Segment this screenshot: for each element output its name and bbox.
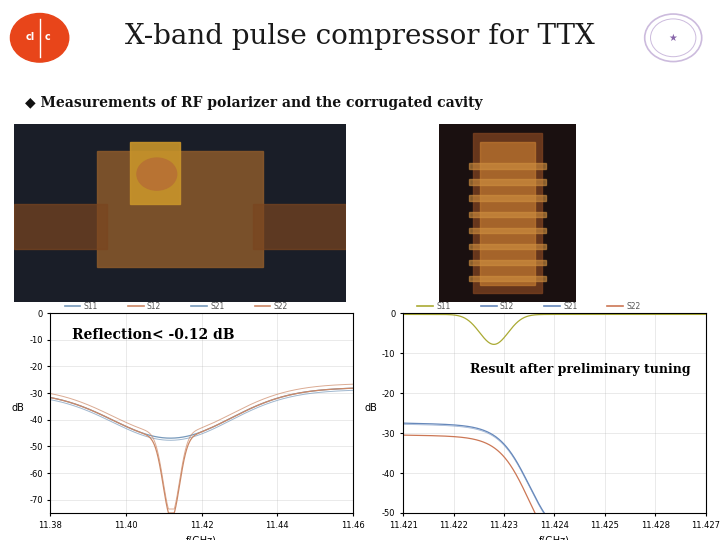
Text: S22: S22 <box>626 302 641 311</box>
Text: S12: S12 <box>500 302 514 311</box>
Bar <box>14 204 107 249</box>
Bar <box>97 151 263 267</box>
Bar <box>469 227 546 233</box>
Bar <box>130 142 180 204</box>
Text: S21: S21 <box>563 302 577 311</box>
Text: Result after preliminary tuning: Result after preliminary tuning <box>469 363 690 376</box>
Text: X-band pulse compressor for TTX: X-band pulse compressor for TTX <box>125 23 595 50</box>
Bar <box>474 133 541 294</box>
Bar <box>469 195 546 201</box>
Bar <box>469 212 546 217</box>
Text: cl: cl <box>25 32 35 42</box>
Bar <box>469 260 546 265</box>
Bar <box>469 244 546 249</box>
Bar <box>469 179 546 185</box>
Bar <box>253 204 346 249</box>
Bar <box>469 275 546 281</box>
Text: S12: S12 <box>147 302 161 311</box>
Text: ◆ Measurements of RF polarizer and the corrugated cavity: ◆ Measurements of RF polarizer and the c… <box>25 96 483 110</box>
Text: ★: ★ <box>669 33 678 43</box>
Text: S22: S22 <box>274 302 288 311</box>
Text: S11: S11 <box>436 302 451 311</box>
Y-axis label: dB: dB <box>364 403 377 413</box>
Bar <box>480 142 535 285</box>
X-axis label: f(GHz): f(GHz) <box>186 535 217 540</box>
X-axis label: f(GHz): f(GHz) <box>539 535 570 540</box>
Y-axis label: dB: dB <box>12 403 24 413</box>
Bar <box>469 164 546 168</box>
Text: S11: S11 <box>84 302 98 311</box>
Text: Reflection< -0.12 dB: Reflection< -0.12 dB <box>71 328 234 342</box>
Circle shape <box>11 14 69 62</box>
Ellipse shape <box>137 158 176 190</box>
Text: c: c <box>45 32 50 42</box>
Text: S21: S21 <box>210 302 225 311</box>
